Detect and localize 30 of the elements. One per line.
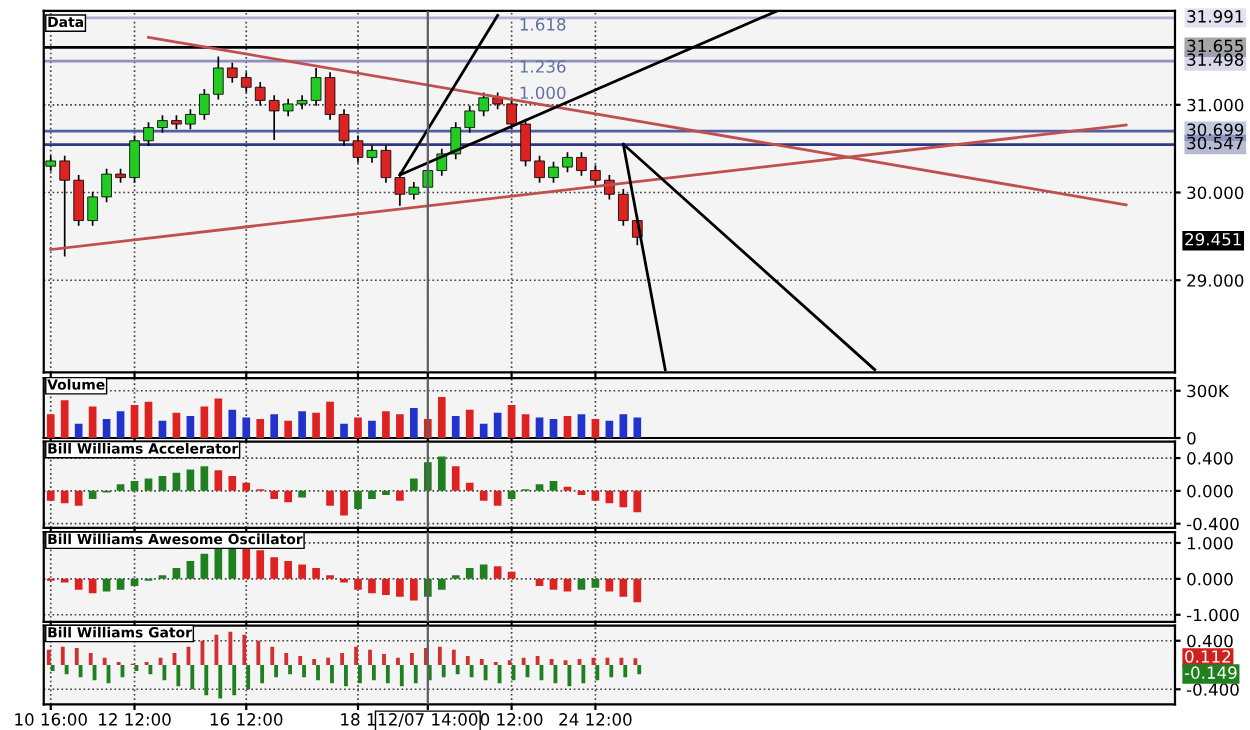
y-tick-label: 29.000 xyxy=(1187,274,1244,287)
y-tick-label: -0.400 xyxy=(1186,683,1239,696)
y-tick-label: 30.000 xyxy=(1187,186,1244,200)
text: 0.112 xyxy=(1185,650,1231,663)
x-tick-label: 10 16:00 xyxy=(15,713,87,726)
annotation: 1.236 xyxy=(520,60,566,73)
y-tick-label: 300K xyxy=(1187,384,1230,398)
y-tick-label: 0.000 xyxy=(1187,572,1233,586)
x-tick-label: 24 12:00 xyxy=(559,713,632,726)
x-tick-label: 18 1 xyxy=(341,713,375,726)
y-tick-label: 0 xyxy=(1187,431,1196,445)
ref-line-label: 30.699 xyxy=(1187,123,1244,137)
y-tick-label: 31.000 xyxy=(1187,98,1244,112)
y-tick-label: 0.000 xyxy=(1187,484,1233,498)
annotation: 1.618 xyxy=(520,18,566,31)
ref-line-label: 30.547 xyxy=(1187,136,1243,150)
x-tick-label: 12/07 14:00 xyxy=(378,713,478,727)
ref-line-label: 31.991 xyxy=(1187,10,1243,23)
ref-line-label: 31.498 xyxy=(1187,53,1244,66)
x-tick-label: 16 12:00 xyxy=(210,713,283,726)
y-tick-label: 0.400 xyxy=(1187,634,1233,648)
y-tick-label: 0.400 xyxy=(1187,452,1233,465)
y-tick-label: 1.000 xyxy=(1187,536,1233,550)
ref-line-label: 31.655 xyxy=(1187,39,1243,53)
x-tick-label: 12 12:00 xyxy=(99,713,171,726)
text: -0.149 xyxy=(1184,666,1237,679)
y-tick-label: -1.000 xyxy=(1186,608,1239,622)
annotation: 1.000 xyxy=(520,86,566,100)
text: 29.451 xyxy=(1185,233,1241,246)
y-tick-label: -0.400 xyxy=(1186,517,1239,531)
